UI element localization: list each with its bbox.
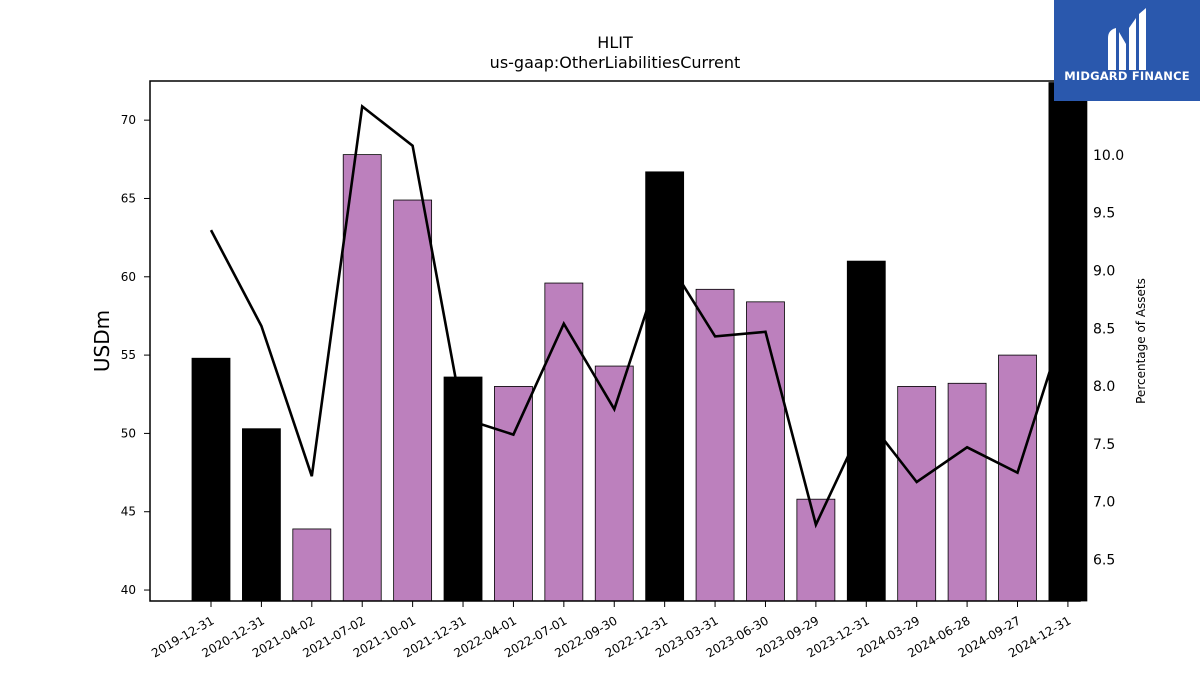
bar xyxy=(998,354,1037,602)
y2-tick-label: 7.5 xyxy=(1093,437,1115,453)
bar xyxy=(645,171,685,602)
y-tick-label: 70 xyxy=(121,113,136,127)
y2-tick-label: 9.0 xyxy=(1093,264,1115,280)
midgard-logo-icon xyxy=(1108,8,1146,70)
y-tick-label: 60 xyxy=(121,270,136,284)
bar xyxy=(494,386,533,602)
y-tick-label: 65 xyxy=(121,191,136,205)
chart-subtitle: us-gaap:OtherLiabilitiesCurrent xyxy=(490,53,741,72)
x-axis: 2019-12-312020-12-312021-04-022021-07-02… xyxy=(149,601,1073,660)
bar xyxy=(746,301,785,602)
y2-tick-label: 10.0 xyxy=(1093,148,1124,164)
y2-tick-label: 9.5 xyxy=(1093,206,1115,222)
bar xyxy=(846,260,886,602)
percentage-line xyxy=(209,103,1070,529)
bar xyxy=(544,282,584,602)
plot-frame xyxy=(149,80,1081,602)
y-axis-label: USDm xyxy=(90,310,114,372)
y-tick-label: 40 xyxy=(121,583,136,597)
percentage-line-series xyxy=(209,103,1070,529)
bar xyxy=(393,199,433,602)
chart-title: HLIT xyxy=(597,33,633,52)
bar xyxy=(594,365,634,602)
y-tick-label: 45 xyxy=(121,505,136,519)
bar xyxy=(1048,82,1088,602)
y2-tick-label: 8.0 xyxy=(1093,379,1115,395)
logo-text: MIDGARD FINANCE xyxy=(1064,69,1190,83)
bar xyxy=(796,498,836,602)
midgard-finance-logo: MIDGARD FINANCE xyxy=(1054,0,1200,101)
bar xyxy=(342,154,382,602)
bar xyxy=(292,528,332,602)
bar xyxy=(897,386,937,602)
bar xyxy=(443,376,483,602)
y2-axis-label: Percentage of Assets xyxy=(1134,278,1148,404)
y2-axis: 6.5 7.0 7.5 8.0 8.5 9.0 9.5 10.0 xyxy=(1080,148,1124,568)
y2-tick-label: 7.0 xyxy=(1093,495,1115,511)
bar-series xyxy=(191,82,1088,602)
bar xyxy=(947,382,987,602)
y2-tick-label: 8.5 xyxy=(1093,321,1115,337)
y-axis: 40 45 50 55 60 65 70 xyxy=(121,113,150,597)
bar xyxy=(191,357,231,602)
y-tick-label: 50 xyxy=(121,426,136,440)
y-tick-label: 55 xyxy=(121,348,136,362)
y2-tick-label: 6.5 xyxy=(1093,552,1115,568)
bar xyxy=(695,288,735,602)
bar xyxy=(242,428,281,602)
